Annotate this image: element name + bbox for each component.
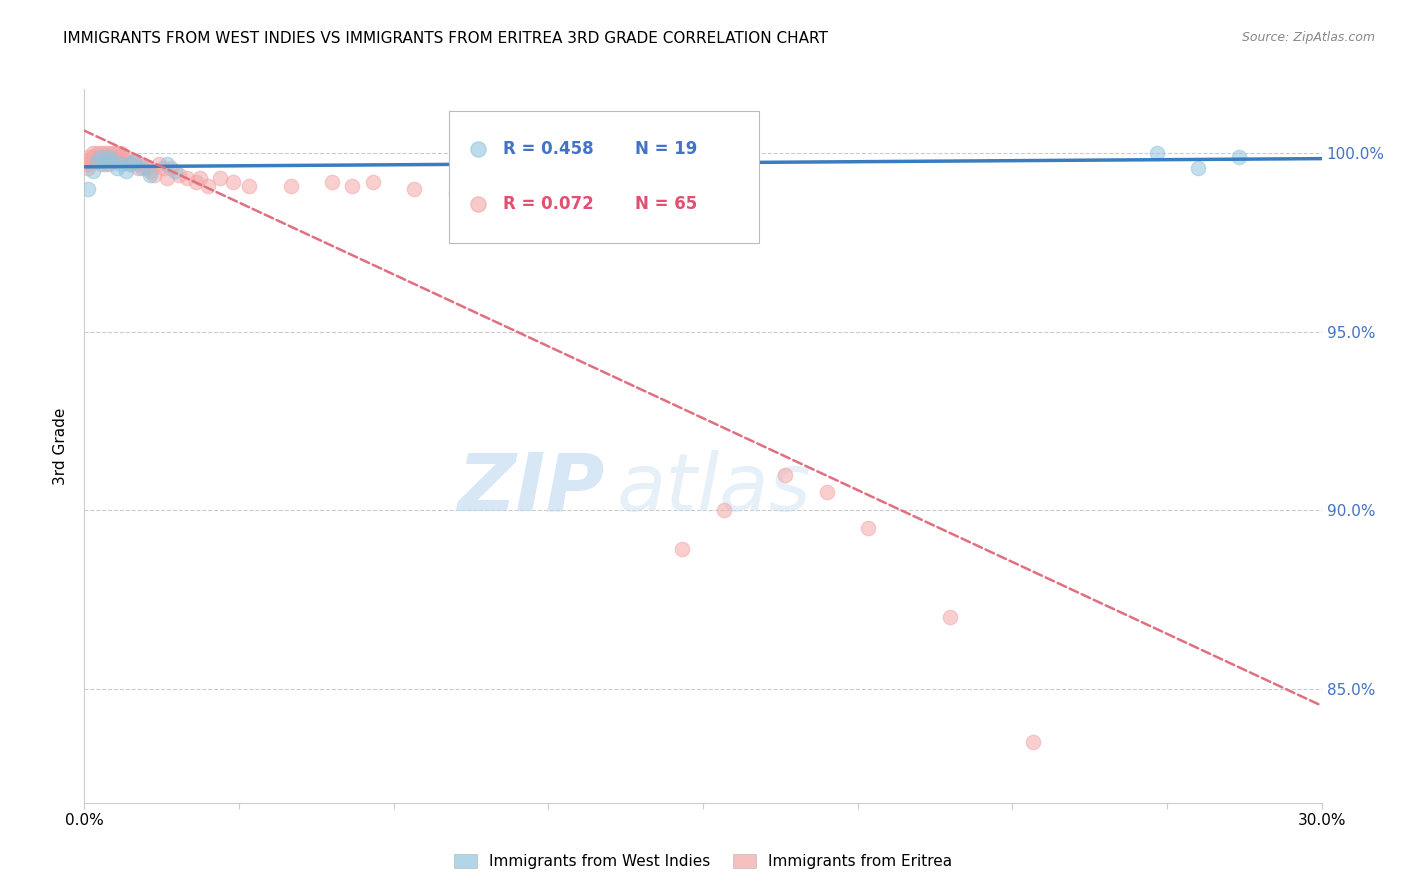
Point <box>86 153 108 168</box>
Point <box>86 153 108 168</box>
Y-axis label: 3rd Grade: 3rd Grade <box>53 408 69 484</box>
Point <box>197 178 219 193</box>
Text: Source: ZipAtlas.com: Source: ZipAtlas.com <box>1241 31 1375 45</box>
Point <box>485 189 508 203</box>
Point <box>118 157 141 171</box>
Point <box>176 171 198 186</box>
Point <box>1187 161 1209 175</box>
Point <box>77 150 100 164</box>
Point <box>98 150 121 164</box>
Point <box>139 168 162 182</box>
Point <box>122 153 145 168</box>
Legend: Immigrants from West Indies, Immigrants from Eritrea: Immigrants from West Indies, Immigrants … <box>447 848 959 875</box>
Point <box>90 150 112 164</box>
Point <box>1022 735 1045 749</box>
Point <box>775 467 797 482</box>
Point <box>152 161 174 175</box>
Point <box>103 146 125 161</box>
Point <box>131 161 153 175</box>
Point <box>280 178 302 193</box>
Point <box>135 161 157 175</box>
Point <box>713 503 735 517</box>
Point <box>94 153 117 168</box>
Point <box>122 153 145 168</box>
Text: R = 0.072: R = 0.072 <box>502 195 593 213</box>
Point <box>86 150 108 164</box>
Point <box>98 150 121 164</box>
Point <box>222 175 245 189</box>
Point <box>105 153 128 168</box>
Point <box>98 157 121 171</box>
Point <box>156 171 179 186</box>
Point <box>110 150 132 164</box>
Point <box>1227 150 1250 164</box>
Point <box>165 164 187 178</box>
Point <box>98 146 121 161</box>
Point <box>671 542 693 557</box>
Point <box>527 196 550 211</box>
Point <box>114 150 136 164</box>
Text: IMMIGRANTS FROM WEST INDIES VS IMMIGRANTS FROM ERITREA 3RD GRADE CORRELATION CHA: IMMIGRANTS FROM WEST INDIES VS IMMIGRANT… <box>63 31 828 46</box>
Point <box>188 171 211 186</box>
Point <box>184 175 207 189</box>
Point <box>110 146 132 161</box>
Point <box>160 161 183 175</box>
Point <box>361 175 384 189</box>
Point <box>127 157 149 171</box>
Point <box>90 157 112 171</box>
Point <box>90 146 112 161</box>
Point <box>404 182 426 196</box>
Point <box>77 182 100 196</box>
Point <box>103 153 125 168</box>
Point <box>139 164 162 178</box>
Point <box>1146 146 1168 161</box>
Point <box>94 157 117 171</box>
Point <box>321 175 343 189</box>
Point <box>114 164 136 178</box>
Text: N = 65: N = 65 <box>636 195 697 213</box>
Point <box>238 178 260 193</box>
Point <box>444 186 467 200</box>
Point <box>82 153 104 168</box>
Point <box>815 485 838 500</box>
Point <box>342 178 364 193</box>
Point <box>114 153 136 168</box>
Point <box>94 150 117 164</box>
Point <box>143 168 166 182</box>
Text: ZIP: ZIP <box>457 450 605 528</box>
Point <box>939 610 962 624</box>
FancyBboxPatch shape <box>450 111 759 243</box>
Point <box>568 193 591 207</box>
Point <box>82 164 104 178</box>
Point <box>167 168 190 182</box>
Point <box>77 153 100 168</box>
Point <box>82 150 104 164</box>
Point <box>856 521 879 535</box>
Text: N = 19: N = 19 <box>636 140 697 158</box>
Point <box>209 171 232 186</box>
Point <box>103 153 125 168</box>
Point <box>156 157 179 171</box>
Point <box>90 150 112 164</box>
Point <box>148 157 170 171</box>
Text: R = 0.458: R = 0.458 <box>502 140 593 158</box>
Point <box>105 150 128 164</box>
Point <box>94 146 117 161</box>
Point <box>110 157 132 171</box>
Point <box>105 161 128 175</box>
Point <box>77 161 100 175</box>
Point <box>131 157 153 171</box>
Point <box>118 157 141 171</box>
Point <box>82 146 104 161</box>
Point <box>86 146 108 161</box>
Point <box>105 146 128 161</box>
Text: atlas: atlas <box>616 450 811 528</box>
Point <box>127 161 149 175</box>
Point <box>609 200 631 214</box>
Point <box>77 157 100 171</box>
